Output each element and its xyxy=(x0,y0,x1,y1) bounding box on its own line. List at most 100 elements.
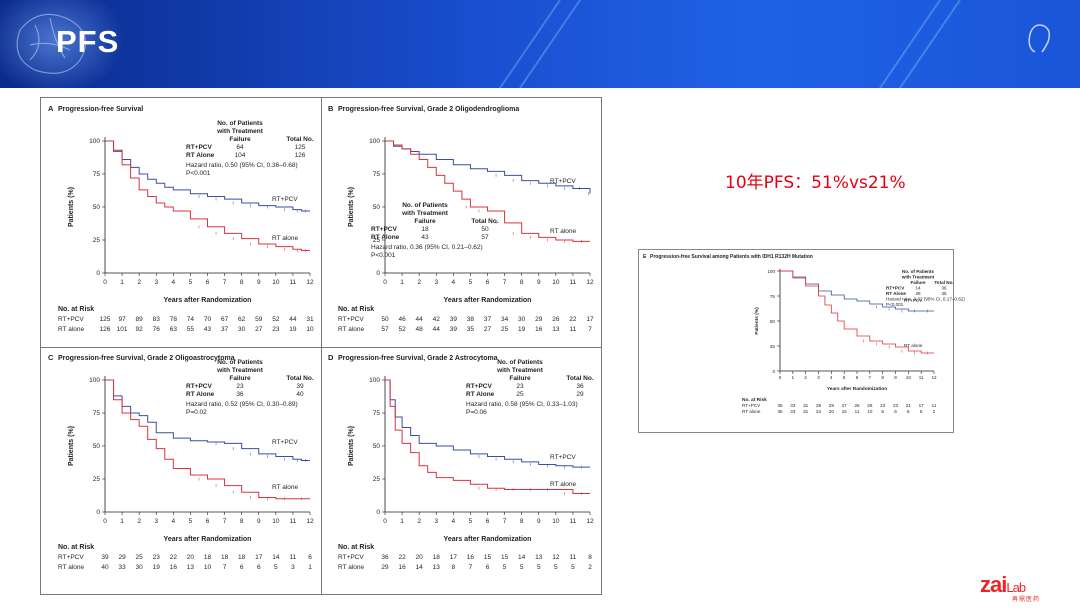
risk-value: 37 xyxy=(484,316,492,323)
legend-row-failures: 23 xyxy=(516,383,524,390)
x-tick-label: 5 xyxy=(189,518,193,525)
risk-value: 22 xyxy=(398,554,406,561)
risk-value: 15 xyxy=(501,554,509,561)
risk-value: 6 xyxy=(894,409,897,414)
risk-value: 125 xyxy=(100,316,111,323)
legend-row-failures: 36 xyxy=(236,391,244,398)
y-tick-label: 75 xyxy=(373,171,381,178)
risk-value: 36 xyxy=(381,554,389,561)
curve-label: RT+PCV xyxy=(272,439,298,446)
y-tick-label: 0 xyxy=(376,509,380,516)
risk-value: 62 xyxy=(238,316,246,323)
slide-title: PFS xyxy=(56,24,120,59)
legend-row-failures: 14 xyxy=(915,286,921,291)
legend-header: No. of Patients xyxy=(217,120,263,127)
curve-label: RT+PCV xyxy=(904,298,923,303)
y-tick-label: 25 xyxy=(93,476,101,483)
x-tick-label: 10 xyxy=(552,518,560,525)
x-tick-label: 12 xyxy=(586,518,594,525)
x-tick-label: 4 xyxy=(452,279,456,286)
risk-value: 39 xyxy=(450,326,458,333)
risk-value: 29 xyxy=(829,403,835,408)
risk-value: 57 xyxy=(381,326,389,333)
risk-value: 19 xyxy=(518,326,526,333)
risk-value: 17 xyxy=(450,554,458,561)
series-line-rt-alone xyxy=(105,379,310,500)
risk-value: 39 xyxy=(101,554,109,561)
risk-value: 20 xyxy=(187,554,195,561)
legend-header: Failure xyxy=(910,280,926,285)
legend-header: Failure xyxy=(414,218,436,225)
risk-value: 21 xyxy=(906,403,912,408)
risk-value: 29 xyxy=(118,554,126,561)
series-line-rt-pcv xyxy=(105,140,310,212)
x-tick-label: 2 xyxy=(417,279,421,286)
y-axis-label: Patients (%) xyxy=(754,307,760,335)
risk-value: 67 xyxy=(221,316,229,323)
x-tick-label: 12 xyxy=(931,375,937,380)
risk-value: 31 xyxy=(803,403,809,408)
risk-value: 30 xyxy=(136,564,144,571)
x-tick-label: 11 xyxy=(290,279,297,286)
risk-value: 55 xyxy=(187,326,195,333)
curve-label: RT alone xyxy=(904,343,923,348)
risk-row-label: RT alone xyxy=(742,409,761,414)
risk-value: 52 xyxy=(398,326,406,333)
risk-value: 44 xyxy=(433,326,441,333)
risk-value: 13 xyxy=(433,564,441,571)
x-tick-label: 5 xyxy=(469,518,473,525)
risk-value: 40 xyxy=(101,564,109,571)
legend-row-total: 39 xyxy=(296,383,304,390)
risk-value: 17 xyxy=(919,403,925,408)
legend-row-total: 36 xyxy=(941,286,947,291)
company-logo: zaiLab xyxy=(980,572,1026,598)
x-axis-label: Years after Randomization xyxy=(444,536,532,543)
legend-header: Failure xyxy=(229,375,251,382)
x-tick-label: 10 xyxy=(906,375,912,380)
risk-value: 33 xyxy=(790,403,796,408)
logo-subtitle: 再鼎医药 xyxy=(1012,596,1041,603)
legend-header-total: Total No. xyxy=(286,136,314,143)
risk-value: 70 xyxy=(204,316,212,323)
risk-value: 26 xyxy=(867,403,873,408)
risk-row-label: RT alone xyxy=(58,564,85,571)
x-tick-label: 1 xyxy=(400,279,404,286)
x-tick-label: 11 xyxy=(570,279,577,286)
panel-letter: D xyxy=(328,353,334,362)
risk-value: 34 xyxy=(501,316,509,323)
panel-title: Progression-free Survival xyxy=(58,106,143,113)
risk-value: 3 xyxy=(291,564,295,571)
risk-value: 44 xyxy=(289,316,297,323)
risk-value: 7 xyxy=(223,564,227,571)
risk-value: 25 xyxy=(136,554,144,561)
risk-value: 29 xyxy=(381,564,389,571)
curve-label: RT+PCV xyxy=(272,196,298,203)
title-banner: PFS xyxy=(0,0,1080,88)
risk-title: No. at Risk xyxy=(338,544,374,551)
risk-value: 59 xyxy=(255,316,263,323)
risk-value: 5 xyxy=(554,564,558,571)
legend-header: No. of Patients xyxy=(902,269,935,274)
legend-row-failures: 25 xyxy=(516,391,524,398)
legend-row-failures: 104 xyxy=(235,152,246,159)
pfs-10yr-annotation: 10年PFS：51%vs21% xyxy=(725,173,906,193)
risk-value: 11 xyxy=(932,403,937,408)
y-tick-label: 50 xyxy=(93,443,101,450)
risk-value: 14 xyxy=(416,564,424,571)
risk-value: 10 xyxy=(204,564,212,571)
x-tick-label: 5 xyxy=(469,279,473,286)
risk-value: 27 xyxy=(484,326,492,333)
risk-title: No. at Risk xyxy=(742,397,767,403)
risk-value: 48 xyxy=(416,326,424,333)
y-tick-label: 50 xyxy=(93,204,101,211)
risk-value: 33 xyxy=(790,409,796,414)
x-tick-label: 6 xyxy=(206,518,210,525)
risk-value: 31 xyxy=(306,316,314,323)
risk-value: 6 xyxy=(257,564,261,571)
risk-value: 8 xyxy=(452,564,456,571)
legend-row-total: 35 xyxy=(941,291,947,296)
series-line-rt-alone xyxy=(385,379,590,495)
risk-value: 18 xyxy=(238,554,246,561)
risk-row-label: RT+PCV xyxy=(58,316,84,323)
ear-icon xyxy=(1028,24,1051,53)
